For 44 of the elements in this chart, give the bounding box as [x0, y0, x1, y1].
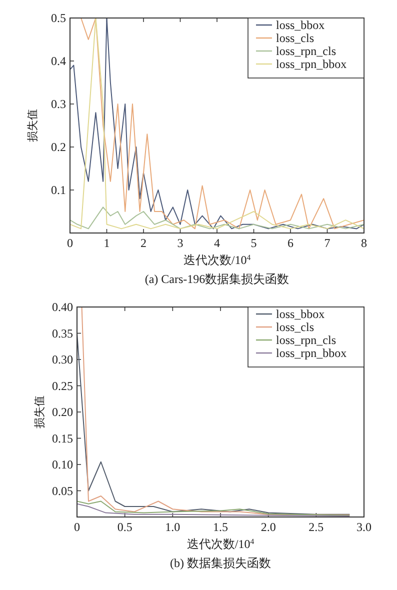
y-tick-label: 0.4	[51, 54, 66, 68]
y-axis-title: 损失值	[33, 396, 46, 428]
y-tick-label: 0.40	[52, 300, 73, 314]
y-tick-label: 0.30	[52, 352, 73, 366]
x-tick-label: 5	[250, 236, 257, 250]
x-tick-label: 3.0	[356, 520, 372, 534]
x-tick-label: 3	[177, 236, 184, 250]
legend-label: loss_rpn_bbox	[276, 57, 347, 71]
x-axis-title: 迭代次数/10$^{4}$	[183, 252, 251, 267]
x-tick-label: 1	[104, 236, 110, 250]
text: (a) Cars-196数据集损失函数	[144, 272, 290, 286]
y-tick-label: 0.25	[52, 378, 73, 393]
y-tick-label: 0.3	[51, 97, 66, 111]
x-tick-label: 6	[288, 236, 294, 250]
x-tick-label: 1.5	[213, 520, 228, 534]
legend-label: loss_rpn_bbox	[276, 346, 347, 360]
y-tick-label: 0.10	[52, 458, 73, 472]
y-tick-label: 0.20	[52, 405, 73, 419]
x-tick-label: 1.0	[165, 520, 180, 534]
y-tick-label: 0.35	[52, 326, 73, 340]
x-tick-label: 2.0	[260, 520, 276, 534]
x-tick-label: 8	[361, 236, 367, 250]
x-tick-label: 0	[67, 236, 73, 250]
legend-label: loss_rpn_cls	[276, 333, 336, 347]
x-tick-label: 2.5	[308, 520, 324, 534]
legend-label: loss_cls	[276, 320, 314, 334]
x-axis-title: 迭代次数/10$^{4}$	[186, 536, 254, 551]
x-tick-label: 0	[74, 520, 80, 534]
x-tick-label: 4	[214, 236, 220, 250]
legend-label: loss_cls	[276, 31, 314, 45]
text: (b) 数据集损失函数	[170, 556, 271, 570]
y-tick-label: 0.2	[51, 140, 66, 154]
line-series	[70, 206, 364, 230]
x-tick-label: 0.5	[117, 520, 132, 534]
legend-label: loss_rpn_cls	[276, 44, 336, 58]
y-tick-label: 0.05	[52, 484, 73, 498]
legend-label: loss_bbox	[276, 307, 325, 321]
legend-label: loss_bbox	[276, 18, 325, 32]
x-tick-label: 7	[324, 236, 330, 250]
y-axis-title: 损失值	[26, 109, 39, 142]
x-tick-label: 2	[140, 236, 146, 250]
y-tick-label: 0.1	[51, 183, 66, 197]
y-tick-label: 0.15	[52, 431, 73, 446]
y-tick-label: 0.5	[51, 11, 66, 25]
